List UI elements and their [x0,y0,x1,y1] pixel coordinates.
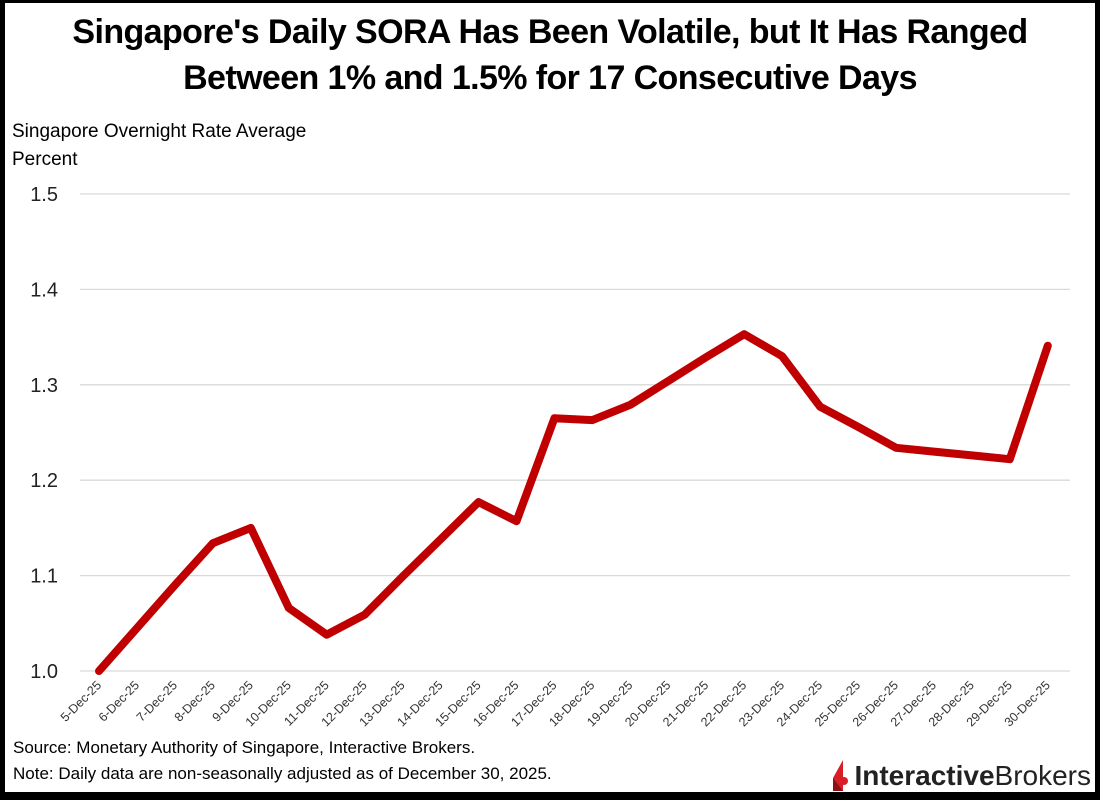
line-chart: 1.0 1.1 1.2 1.3 1.4 1.5 5-Dec-256-Dec-257-Dec… [30,184,1070,729]
logo-text-bold: Interactive [854,760,995,791]
interactive-brokers-logo: Interactive Brokers [830,760,1091,792]
x-axis-ticks: 5-Dec-256-Dec-257-Dec-258-Dec-259-Dec-25… [58,678,1053,729]
gridlines [80,193,1070,672]
y-axis-label-line-1: Singapore Overnight Rate Average [12,121,307,142]
x-tick-label: 8-Dec-25 [172,678,218,724]
x-tick-label: 5-Dec-25 [58,678,104,724]
data-note: Note: Daily data are non-seasonally adju… [13,764,552,783]
chart-frame: Singapore's Daily SORA Has Been Volatile… [5,3,1095,792]
y-axis-label-line-2: Percent [12,149,78,170]
y-axis-ticks: 1.0 1.1 1.2 1.3 1.4 1.5 [30,184,58,683]
chart-title-line-1: Singapore's Daily SORA Has Been Volatile… [72,13,1028,51]
chart-title: Singapore's Daily SORA Has Been Volatile… [5,9,1095,101]
logo-flame-icon [833,760,849,791]
y-tick-label: 1.1 [30,566,58,588]
chart-title-line-2: Between 1% and 1.5% for 17 Consecutive D… [183,59,917,97]
logo-text-regular: Brokers [994,760,1091,791]
y-axis-label: Singapore Overnight Rate Average Percent [12,118,306,174]
y-tick-label: 1.4 [30,279,58,301]
series-group [95,330,1052,675]
y-tick-label: 1.2 [30,470,58,492]
x-tick-label: 7-Dec-25 [134,678,180,724]
y-tick-label: 1.0 [30,661,58,683]
y-tick-label: 1.3 [30,375,58,397]
series-line [95,330,1052,675]
y-tick-label: 1.5 [30,184,58,206]
source-note: Source: Monetary Authority of Singapore,… [13,738,476,757]
x-tick-label: 6-Dec-25 [96,678,142,724]
